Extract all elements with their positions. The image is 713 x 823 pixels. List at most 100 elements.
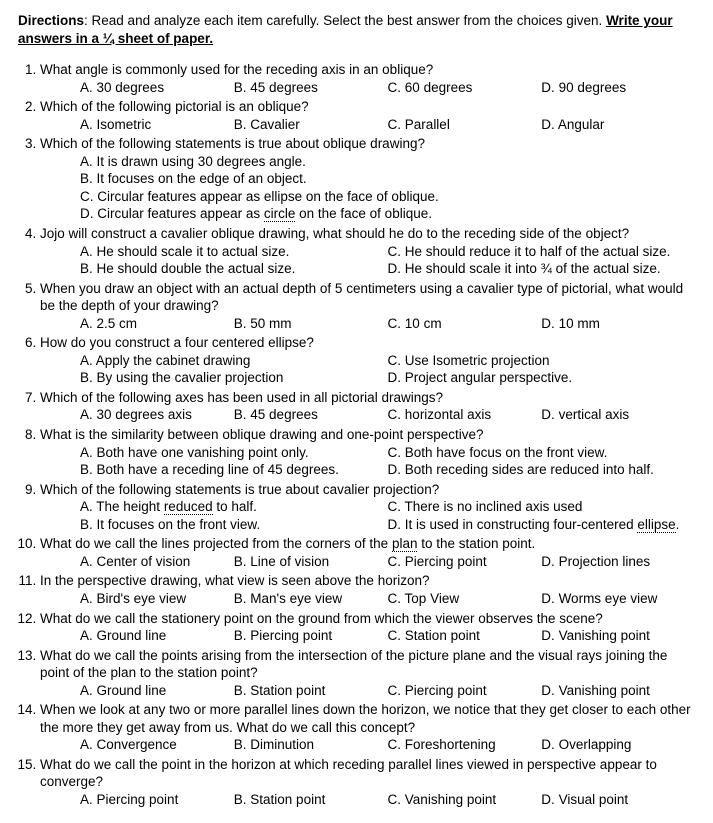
choice-a: A. The height reduced to half. [80, 498, 388, 516]
choice-a: A. 30 degrees axis [80, 406, 230, 424]
choice-b: B. Diminution [234, 736, 384, 754]
question-text: How do you construct a four centered ell… [40, 335, 314, 350]
directions: Directions: Read and analyze each item c… [18, 12, 695, 47]
choices: A. 2.5 cm B. 50 mm C. 10 cm D. 10 mm [80, 315, 695, 333]
choice-d: D. Projection lines [541, 553, 661, 571]
question-11: In the perspective drawing, what view is… [40, 572, 695, 607]
question-text: Which of the following statements is tru… [40, 136, 425, 151]
choice-c: C. Circular features appear as ellipse o… [80, 188, 695, 206]
question-6: How do you construct a four centered ell… [40, 334, 695, 387]
choices: A. Convergence B. Diminution C. Foreshor… [80, 736, 695, 754]
choice-a: A. Piercing point [80, 791, 230, 809]
choice-b: B. He should double the actual size. [80, 260, 388, 278]
choice-d: D. Overlapping [541, 736, 661, 754]
question-5: When you draw an object with an actual d… [40, 280, 695, 333]
choices: A. It is drawn using 30 degrees angle. B… [80, 153, 695, 223]
choice-b: B. 45 degrees [234, 406, 384, 424]
choices: A. Ground line B. Piercing point C. Stat… [80, 627, 695, 645]
choice-b: B. 45 degrees [234, 79, 384, 97]
choice-d: D. vertical axis [541, 406, 661, 424]
choice-c: C. Foreshortening [388, 736, 538, 754]
question-text: When you draw an object with an actual d… [40, 281, 683, 314]
choice-a: A. He should scale it to actual size. [80, 243, 388, 261]
choice-a: A. It is drawn using 30 degrees angle. [80, 153, 695, 171]
question-text: What is the similarity between oblique d… [40, 427, 484, 442]
choices: A. He should scale it to actual size. C.… [80, 243, 695, 278]
choices: A. Both have one vanishing point only. C… [80, 444, 695, 479]
question-2: Which of the following pictorial is an o… [40, 98, 695, 133]
choice-c: C. Parallel [388, 116, 538, 134]
choice-b: B. Piercing point [234, 627, 384, 645]
question-text: In the perspective drawing, what view is… [40, 573, 429, 588]
choices: A. The height reduced to half. C. There … [80, 498, 695, 533]
choice-d: D. Project angular perspective. [388, 369, 696, 387]
choice-c: C. Use Isometric projection [388, 352, 696, 370]
choice-c: C. He should reduce it to half of the ac… [388, 243, 696, 261]
question-3: Which of the following statements is tru… [40, 135, 695, 223]
choice-b: B. By using the cavalier projection [80, 369, 388, 387]
choice-b: B. Both have a receding line of 45 degre… [80, 461, 388, 479]
choice-a: A. 30 degrees [80, 79, 230, 97]
question-12: What do we call the stationery point on … [40, 610, 695, 645]
choice-c: C. Vanishing point [388, 791, 538, 809]
question-text: Which of the following axes has been use… [40, 390, 443, 405]
choice-a: A. 2.5 cm [80, 315, 230, 333]
choice-c: C. 10 cm [388, 315, 538, 333]
choice-a: A. Apply the cabinet drawing [80, 352, 388, 370]
question-text: Which of the following statements is tru… [40, 482, 439, 497]
choices: A. Apply the cabinet drawing C. Use Isom… [80, 352, 695, 387]
choice-d: D. Both receding sides are reduced into … [388, 461, 696, 479]
choices: A. Center of vision B. Line of vision C.… [80, 553, 695, 571]
choice-b: B. It focuses on the edge of an object. [80, 170, 695, 188]
choice-d: D. Vanishing point [541, 627, 661, 645]
choices: A. 30 degrees B. 45 degrees C. 60 degree… [80, 79, 695, 97]
choice-b: B. Cavalier [234, 116, 384, 134]
choice-d: D. Visual point [541, 791, 661, 809]
choice-d: D. 90 degrees [541, 79, 661, 97]
choice-a: A. Convergence [80, 736, 230, 754]
choice-b: B. It focuses on the front view. [80, 516, 388, 534]
question-4: Jojo will construct a cavalier oblique d… [40, 225, 695, 278]
choice-c: C. Top View [388, 590, 538, 608]
question-text: What angle is commonly used for the rece… [40, 62, 433, 77]
question-13: What do we call the points arising from … [40, 647, 695, 700]
choices: A. Piercing point B. Station point C. Va… [80, 791, 695, 809]
choice-d: D. It is used in constructing four-cente… [388, 516, 696, 534]
choice-b: B. Line of vision [234, 553, 384, 571]
choice-a: A. Center of vision [80, 553, 230, 571]
choices: A. Ground line B. Station point C. Pierc… [80, 682, 695, 700]
choice-c: C. There is no inclined axis used [388, 498, 696, 516]
choices: A. Isometric B. Cavalier C. Parallel D. … [80, 116, 695, 134]
choices: A. Bird's eye view B. Man's eye view C. … [80, 590, 695, 608]
choice-c: C. Piercing point [388, 553, 538, 571]
question-1: What angle is commonly used for the rece… [40, 61, 695, 96]
choice-d: D. 10 mm [541, 315, 661, 333]
choice-d: D. He should scale it into ¾ of the actu… [388, 260, 696, 278]
question-text: What do we call the points arising from … [40, 648, 667, 681]
choice-b: B. Man's eye view [234, 590, 384, 608]
question-9: Which of the following statements is tru… [40, 481, 695, 534]
question-text: What do we call the lines projected from… [40, 536, 535, 552]
question-text: When we look at any two or more parallel… [40, 702, 691, 735]
choice-c: C. Station point [388, 627, 538, 645]
question-text: Jojo will construct a cavalier oblique d… [40, 226, 629, 241]
choice-c: C. horizontal axis [388, 406, 538, 424]
choice-a: A. Ground line [80, 682, 230, 700]
question-7: Which of the following axes has been use… [40, 389, 695, 424]
question-15: What do we call the point in the horizon… [40, 756, 695, 809]
choice-a: A. Both have one vanishing point only. [80, 444, 388, 462]
question-text: What do we call the stationery point on … [40, 611, 603, 626]
choice-a: A. Bird's eye view [80, 590, 230, 608]
choice-d: D. Worms eye view [541, 590, 661, 608]
choices: A. 30 degrees axis B. 45 degrees C. hori… [80, 406, 695, 424]
directions-prefix: Directions [18, 13, 84, 28]
question-14: When we look at any two or more parallel… [40, 701, 695, 754]
question-10: What do we call the lines projected from… [40, 535, 695, 570]
choice-d: D. Circular features appear as circle on… [80, 205, 695, 223]
choice-d: D. Vanishing point [541, 682, 661, 700]
question-list: What angle is commonly used for the rece… [18, 61, 695, 808]
choice-d: D. Angular [541, 116, 661, 134]
choice-b: B. Station point [234, 682, 384, 700]
choice-b: B. 50 mm [234, 315, 384, 333]
choice-b: B. Station point [234, 791, 384, 809]
